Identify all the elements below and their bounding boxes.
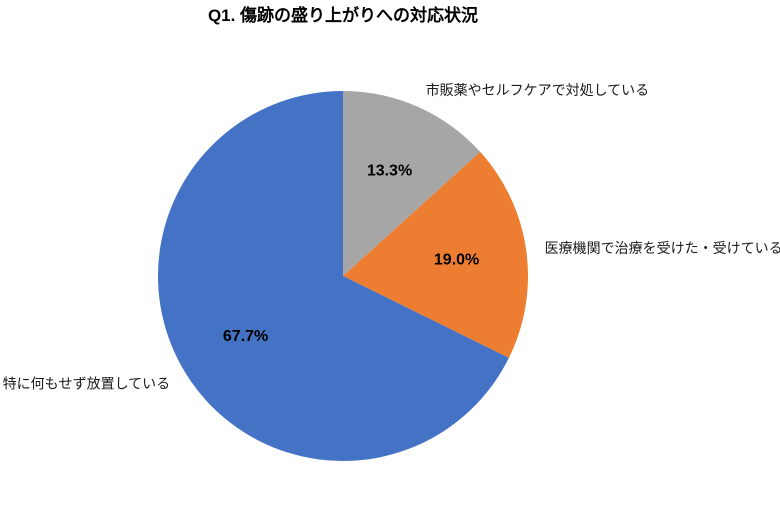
slice-category-label-2: 特に何もせず放置している	[3, 375, 171, 391]
pie-slice-1	[343, 151, 529, 358]
chart-title: Q1. 傷跡の盛り上がりへの対応状況	[208, 5, 478, 25]
slice-value-label-2: 67.7%	[223, 328, 268, 345]
pie-slice-2	[158, 91, 509, 461]
slice-value-label-1: 19.0%	[434, 252, 479, 269]
slice-category-label-1: 医療機関で治療を受けた・受けている	[545, 240, 780, 256]
slice-category-label-0: 市販薬やセルフケアで対処している	[426, 82, 650, 98]
pie-slice-0	[343, 91, 481, 276]
slice-value-label-0: 13.3%	[367, 163, 412, 180]
